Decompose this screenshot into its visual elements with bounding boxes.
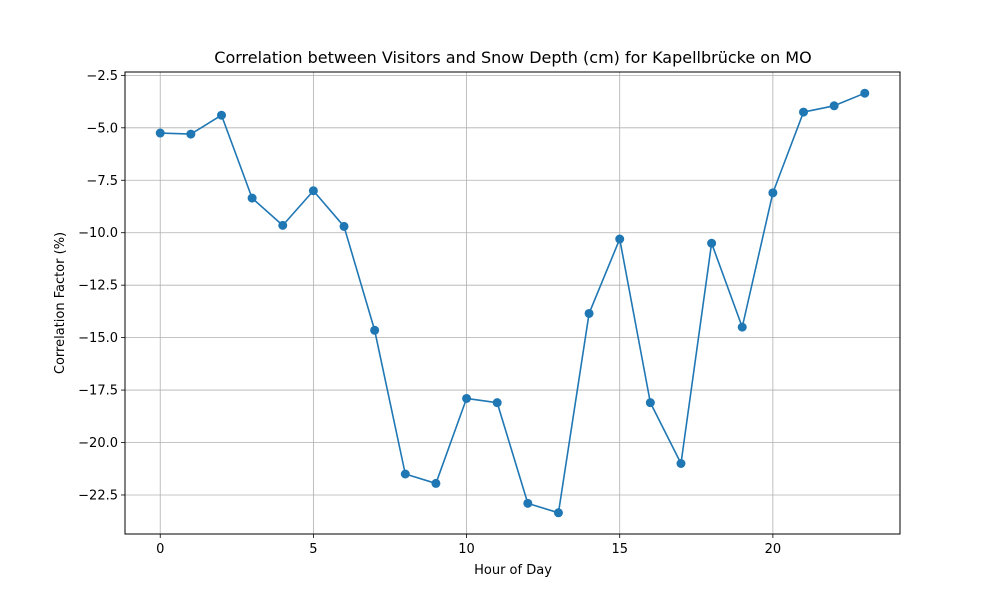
data-point	[615, 234, 625, 244]
data-point	[155, 128, 165, 138]
y-tick-label: −12.5	[78, 279, 118, 294]
x-tick-label: 0	[156, 542, 164, 557]
series-layer	[155, 88, 870, 518]
y-tick-label: −17.5	[78, 384, 118, 399]
data-point	[247, 193, 257, 203]
y-tick-label: −5.0	[86, 121, 118, 136]
y-tick-label: −20.0	[78, 436, 118, 451]
data-point	[431, 478, 441, 488]
data-point	[645, 398, 655, 408]
data-point	[186, 129, 196, 139]
data-point	[400, 469, 410, 479]
data-point	[829, 101, 839, 111]
y-axis-label: Correlation Factor (%)	[53, 232, 68, 374]
data-point	[584, 308, 594, 318]
data-point	[462, 393, 472, 403]
y-tick-label: −15.0	[78, 331, 118, 346]
data-point	[768, 188, 778, 198]
y-tick-label: −7.5	[86, 174, 118, 189]
data-point	[370, 325, 380, 335]
y-tick-label: −22.5	[78, 488, 118, 503]
data-point	[553, 508, 563, 518]
x-axis-label: Hour of Day	[474, 563, 552, 578]
x-tick-label: 10	[458, 542, 475, 557]
x-tick-label: 15	[611, 542, 628, 557]
x-tick-label: 20	[765, 542, 782, 557]
plot-frame	[124, 71, 901, 535]
data-point	[676, 459, 686, 469]
data-point	[308, 186, 318, 196]
data-point	[799, 107, 809, 117]
series-line	[160, 92, 866, 514]
x-axis-ticks: 0 5 10 15 20	[156, 534, 781, 557]
y-axis-ticks: −22.5 −20.0 −17.5 −15.0 −12.5 −10.0 −7.5 −5.0 −2…	[78, 69, 125, 503]
data-point	[860, 88, 870, 98]
chart-title: Correlation between Visitors and Snow De…	[214, 48, 811, 67]
data-point	[492, 398, 502, 408]
grid	[125, 72, 900, 534]
data-point	[339, 221, 349, 231]
data-point	[278, 220, 288, 230]
y-tick-label: −2.5	[86, 69, 118, 84]
y-tick-label: −10.0	[78, 226, 118, 241]
x-tick-label: 5	[309, 542, 317, 557]
data-point	[737, 322, 747, 332]
data-point	[216, 110, 226, 120]
data-point	[523, 498, 533, 508]
data-point	[707, 238, 717, 248]
